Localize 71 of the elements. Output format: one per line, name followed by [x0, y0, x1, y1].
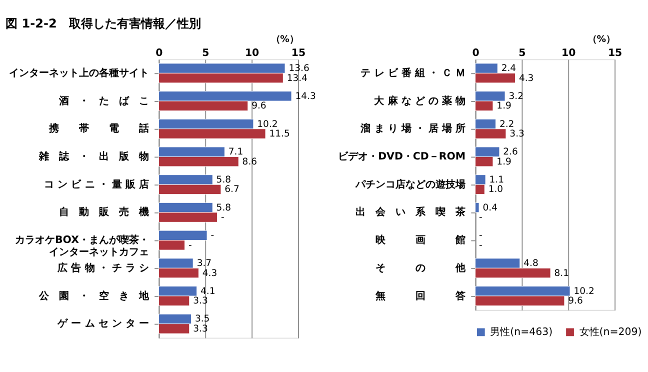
- y-tick-label: ゲ ー ム セ ン タ ー: [56, 318, 150, 330]
- data-label: 6.7: [224, 184, 240, 196]
- data-label: 1.9: [496, 156, 512, 168]
- data-label: 3.7: [196, 258, 212, 270]
- y-tick-label: コ ン ビ ニ ・ 量 販 店: [44, 178, 150, 190]
- y-tick-label: 大 麻 な ど の 薬 物: [373, 94, 466, 107]
- data-label: 10.2: [257, 118, 278, 130]
- data-label: 3.3: [193, 296, 208, 307]
- y-tick-label: 携 帯 電 話: [48, 122, 150, 135]
- y-tick-label: 自 動 販 売 機: [59, 206, 150, 218]
- y-tick-label: 広 告 物 ・ チ ラ シ: [56, 262, 150, 274]
- y-tick-label: パチンコ店などの遊技場: [354, 178, 466, 190]
- data-label: 1.9: [496, 100, 512, 112]
- y-tick-label: 酒 ・ た ば こ: [58, 94, 150, 107]
- y-tick-label: 無 回 答: [374, 290, 467, 302]
- x-tick-label: 0: [472, 48, 480, 59]
- bar: [475, 202, 480, 213]
- data-label: 10.2: [574, 286, 594, 297]
- x-axis-title: （%）: [588, 34, 616, 46]
- data-label: 1.1: [489, 174, 504, 186]
- data-label: 2.2: [499, 118, 514, 130]
- text: -: [479, 212, 482, 224]
- data-label: -: [210, 230, 214, 242]
- x-tick-label: 15: [608, 48, 622, 59]
- data-label: 2.4: [501, 63, 516, 74]
- legend-label: 女性(n=209): [579, 326, 642, 338]
- data-label: 2.6: [503, 146, 518, 158]
- y-tick-label: 溜 ま り 場 ・ 居 場 所: [360, 122, 466, 135]
- legend-label: 男性(n=463): [490, 326, 553, 338]
- data-label: 8.1: [554, 268, 570, 279]
- data-label: 4.3: [202, 268, 218, 279]
- data-label: 3.3: [510, 128, 525, 140]
- data-label: 1.0: [488, 184, 504, 196]
- y-tick-label: そ の 他: [376, 262, 467, 274]
- data-label: 7.1: [228, 146, 244, 158]
- data-label: 11.5: [269, 128, 290, 140]
- data-label: -: [220, 212, 224, 224]
- data-label: 9.6: [252, 100, 266, 112]
- x-tick-label: 15: [291, 48, 306, 59]
- x-tick-label: 5: [202, 48, 210, 59]
- x-tick-label: 10: [244, 48, 260, 59]
- data-label: -: [188, 240, 192, 251]
- data-label: 3.5: [194, 314, 210, 325]
- x-axis-title: （%）: [271, 34, 298, 46]
- data-label: 13.4: [286, 72, 308, 84]
- data-label: 13.6: [288, 63, 310, 74]
- x-tick-label: 0: [156, 48, 163, 59]
- data-label: 5.8: [216, 174, 232, 186]
- y-tick-label: 公 園 ・ 空 き 地: [38, 290, 150, 302]
- data-label: 3.3: [193, 323, 208, 334]
- x-tick-label: 10: [562, 48, 576, 59]
- y-tick-label: テ レ ビ 番 組 ・ Ｃ Ｍ: [360, 66, 466, 79]
- data-label: 9.6: [568, 296, 583, 307]
- y-tick-label: インターネット上の各種サイト: [9, 66, 150, 79]
- data-label: 4.3: [518, 72, 534, 84]
- chart-title: 図 1-2-2 取得した有害情報／性別: [6, 16, 201, 31]
- y-tick-label: カラオケBOX・まんが喫茶・インターネットカフェ: [15, 234, 150, 258]
- y-tick-label: 出 会 い 系 喫 茶: [356, 206, 466, 218]
- data-label: 8.6: [242, 156, 258, 168]
- data-label: 5.8: [216, 202, 232, 214]
- y-tick-label: ビデオ・DVD・CD－ROM: [338, 150, 466, 163]
- y-tick-label: 映 画 館: [376, 234, 466, 246]
- data-label: 4.1: [200, 286, 216, 297]
- text: -: [479, 240, 482, 251]
- data-label: 4.8: [524, 258, 538, 270]
- text: -: [479, 230, 482, 242]
- x-tick-label: 5: [518, 48, 526, 59]
- y-tick-label: 雑 誌 ・ 出 版 物: [38, 150, 150, 163]
- data-label: 0.4: [482, 202, 498, 214]
- data-label: 3.2: [508, 90, 524, 102]
- data-label: 14.3: [295, 90, 316, 102]
